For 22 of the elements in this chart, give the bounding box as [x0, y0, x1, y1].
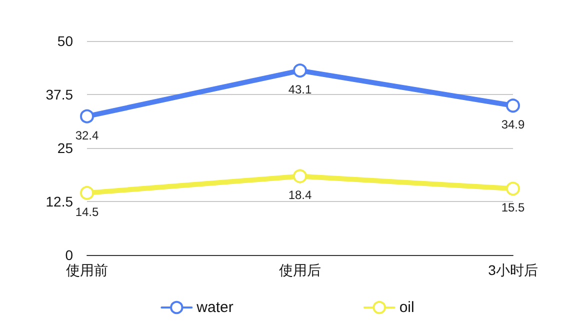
point — [80, 109, 94, 124]
point — [293, 64, 307, 78]
x-tick-label: 使用前 — [66, 262, 108, 278]
y-tick-label: 12.5 — [46, 194, 74, 210]
data-label: 43.1 — [288, 82, 312, 97]
y-tick-label: 25 — [57, 140, 74, 156]
point — [293, 169, 307, 184]
point — [506, 182, 520, 196]
data-label: 18.4 — [288, 188, 312, 202]
x-tick-label: 3小时后 — [488, 262, 538, 278]
legend-label: oil — [399, 299, 414, 316]
data-label: 14.5 — [75, 204, 99, 219]
x-tick-label: 使用后 — [279, 262, 321, 278]
point — [80, 186, 94, 200]
y-tick-label: 50 — [57, 33, 74, 49]
data-label: 15.5 — [501, 200, 525, 215]
data-label: 34.9 — [501, 118, 525, 132]
y-tick-label: 37.5 — [46, 86, 74, 102]
data-label: 32.4 — [75, 128, 99, 142]
point — [506, 98, 520, 113]
y-tick-label: 0 — [65, 247, 74, 263]
legend-label: water — [196, 299, 234, 316]
